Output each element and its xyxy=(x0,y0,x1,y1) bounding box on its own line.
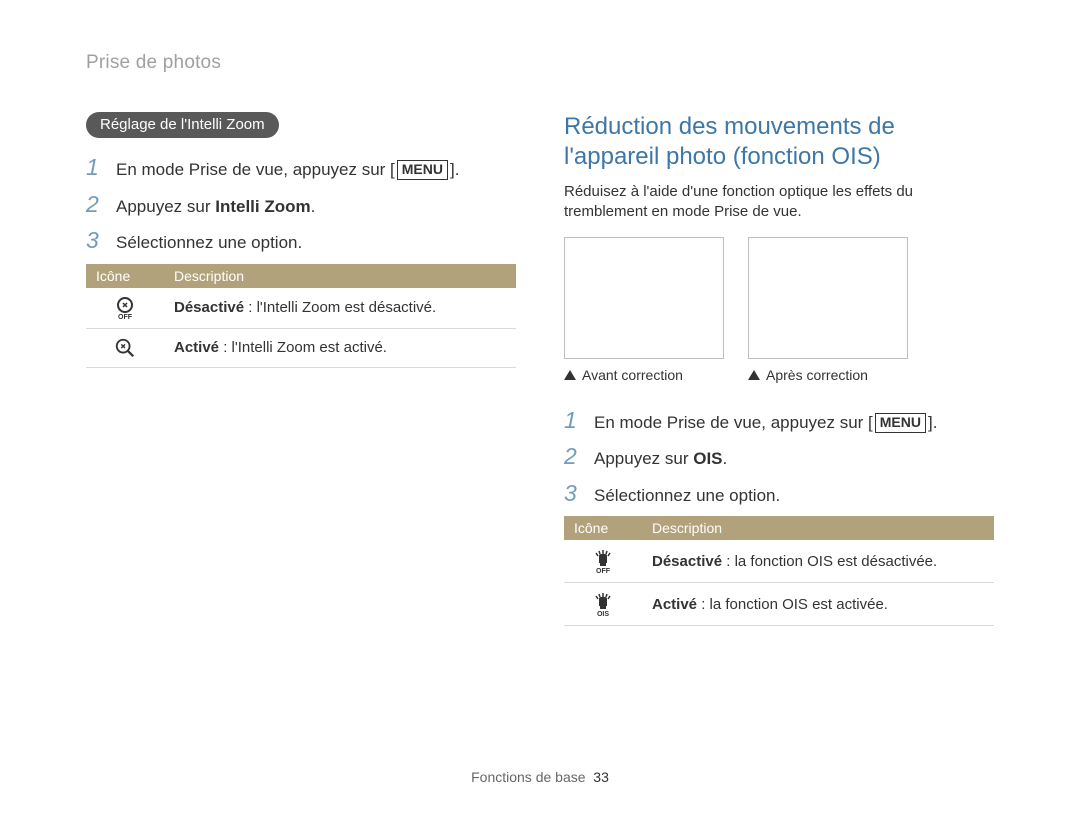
table-row: OFF Désactivé : l'Intelli Zoom est désac… xyxy=(86,288,516,329)
table-header-row: Icône Description xyxy=(564,516,994,540)
step-row: 2 Appuyez sur OIS. xyxy=(564,443,994,472)
intelli-zoom-steps: 1 En mode Prise de vue, appuyez sur [MEN… xyxy=(86,154,516,256)
step-text: Sélectionnez une option. xyxy=(594,483,780,509)
intelli-on-icon xyxy=(86,328,164,367)
left-column: Réglage de l'Intelli Zoom 1 En mode Pris… xyxy=(86,112,516,626)
menu-icon: MENU xyxy=(397,160,448,180)
header-icon: Icône xyxy=(564,516,642,540)
option-term: Activé xyxy=(174,339,219,356)
step-number: 3 xyxy=(564,480,582,507)
step-text-pre: Appuyez sur xyxy=(116,197,215,216)
footer-page-number: 33 xyxy=(593,769,609,785)
step-text-post: . xyxy=(723,449,728,468)
triangle-up-icon xyxy=(564,370,576,380)
step-text-pre: Appuyez sur xyxy=(594,449,693,468)
ois-intro-text: Réduisez à l'aide d'une fonction optique… xyxy=(564,182,994,223)
option-rest: : l'Intelli Zoom est désactivé. xyxy=(248,299,436,316)
table-row: Activé : l'Intelli Zoom est activé. xyxy=(86,328,516,367)
step-text-post: . xyxy=(311,197,316,216)
right-column: Réduction des mouvements de l'appareil p… xyxy=(564,112,994,626)
before-caption: Avant correction xyxy=(564,367,724,383)
step-row: 3 Sélectionnez une option. xyxy=(86,227,516,256)
intelli-zoom-heading-pill: Réglage de l'Intelli Zoom xyxy=(86,112,279,138)
page-title: Prise de photos xyxy=(86,52,994,74)
step-number: 1 xyxy=(86,154,104,181)
step-row: 1 En mode Prise de vue, appuyez sur [MEN… xyxy=(564,407,994,436)
comparison-captions: Avant correction Après correction xyxy=(564,367,994,383)
before-correction-image xyxy=(564,237,724,359)
step-text-post: ]. xyxy=(450,160,459,179)
intelli-off-icon: OFF xyxy=(86,288,164,329)
step-number: 3 xyxy=(86,227,104,254)
header-description: Description xyxy=(164,264,516,288)
option-rest: : l'Intelli Zoom est activé. xyxy=(223,339,387,356)
svg-text:OIS: OIS xyxy=(597,611,609,617)
step-text-bold: Intelli Zoom xyxy=(215,197,310,216)
step-number: 2 xyxy=(86,191,104,218)
header-icon: Icône xyxy=(86,264,164,288)
step-row: 2 Appuyez sur Intelli Zoom. xyxy=(86,191,516,220)
step-text: Sélectionnez une option. xyxy=(116,230,302,256)
after-correction-image xyxy=(748,237,908,359)
svg-text:OFF: OFF xyxy=(118,314,133,320)
comparison-images xyxy=(564,237,994,359)
ois-heading: Réduction des mouvements de l'appareil p… xyxy=(564,112,994,172)
footer-section: Fonctions de base xyxy=(471,769,585,785)
before-caption-text: Avant correction xyxy=(582,367,683,383)
table-header-row: Icône Description xyxy=(86,264,516,288)
ois-steps: 1 En mode Prise de vue, appuyez sur [MEN… xyxy=(564,407,994,509)
step-number: 2 xyxy=(564,443,582,470)
svg-text:OFF: OFF xyxy=(596,568,611,574)
option-description: Désactivé : la fonction OIS est désactiv… xyxy=(642,540,994,583)
intelli-zoom-options-table: Icône Description OFF Désactivé : l'Inte… xyxy=(86,264,516,368)
step-text: Appuyez sur Intelli Zoom. xyxy=(116,194,315,220)
ois-off-icon: OFF xyxy=(564,540,642,583)
step-text: En mode Prise de vue, appuyez sur [MENU]… xyxy=(594,410,937,436)
step-text-post: ]. xyxy=(928,413,937,432)
step-number: 1 xyxy=(564,407,582,434)
table-row: OFF Désactivé : la fonction OIS est désa… xyxy=(564,540,994,583)
step-text-pre: En mode Prise de vue, appuyez sur [ xyxy=(594,413,873,432)
option-term: Activé xyxy=(652,596,697,613)
step-text-bold: OIS xyxy=(693,449,722,468)
option-rest: : la fonction OIS est activée. xyxy=(701,596,888,613)
ois-on-icon: OIS xyxy=(564,583,642,626)
step-row: 3 Sélectionnez une option. xyxy=(564,480,994,509)
after-caption: Après correction xyxy=(748,367,908,383)
step-text-pre: En mode Prise de vue, appuyez sur [ xyxy=(116,160,395,179)
after-caption-text: Après correction xyxy=(766,367,868,383)
table-row: OIS Activé : la fonction OIS est activée… xyxy=(564,583,994,626)
ois-options-table: Icône Description OFF Désactivé xyxy=(564,516,994,626)
option-rest: : la fonction OIS est désactivée. xyxy=(726,553,937,570)
step-row: 1 En mode Prise de vue, appuyez sur [MEN… xyxy=(86,154,516,183)
option-term: Désactivé xyxy=(652,553,722,570)
step-text: Appuyez sur OIS. xyxy=(594,446,727,472)
option-description: Activé : la fonction OIS est activée. xyxy=(642,583,994,626)
option-term: Désactivé xyxy=(174,299,244,316)
step-text: En mode Prise de vue, appuyez sur [MENU]… xyxy=(116,157,459,183)
menu-icon: MENU xyxy=(875,413,926,433)
manual-page: Prise de photos Réglage de l'Intelli Zoo… xyxy=(0,0,1080,815)
content-columns: Réglage de l'Intelli Zoom 1 En mode Pris… xyxy=(86,112,994,626)
page-footer: Fonctions de base 33 xyxy=(0,769,1080,785)
triangle-up-icon xyxy=(748,370,760,380)
option-description: Désactivé : l'Intelli Zoom est désactivé… xyxy=(164,288,516,329)
option-description: Activé : l'Intelli Zoom est activé. xyxy=(164,328,516,367)
header-description: Description xyxy=(642,516,994,540)
